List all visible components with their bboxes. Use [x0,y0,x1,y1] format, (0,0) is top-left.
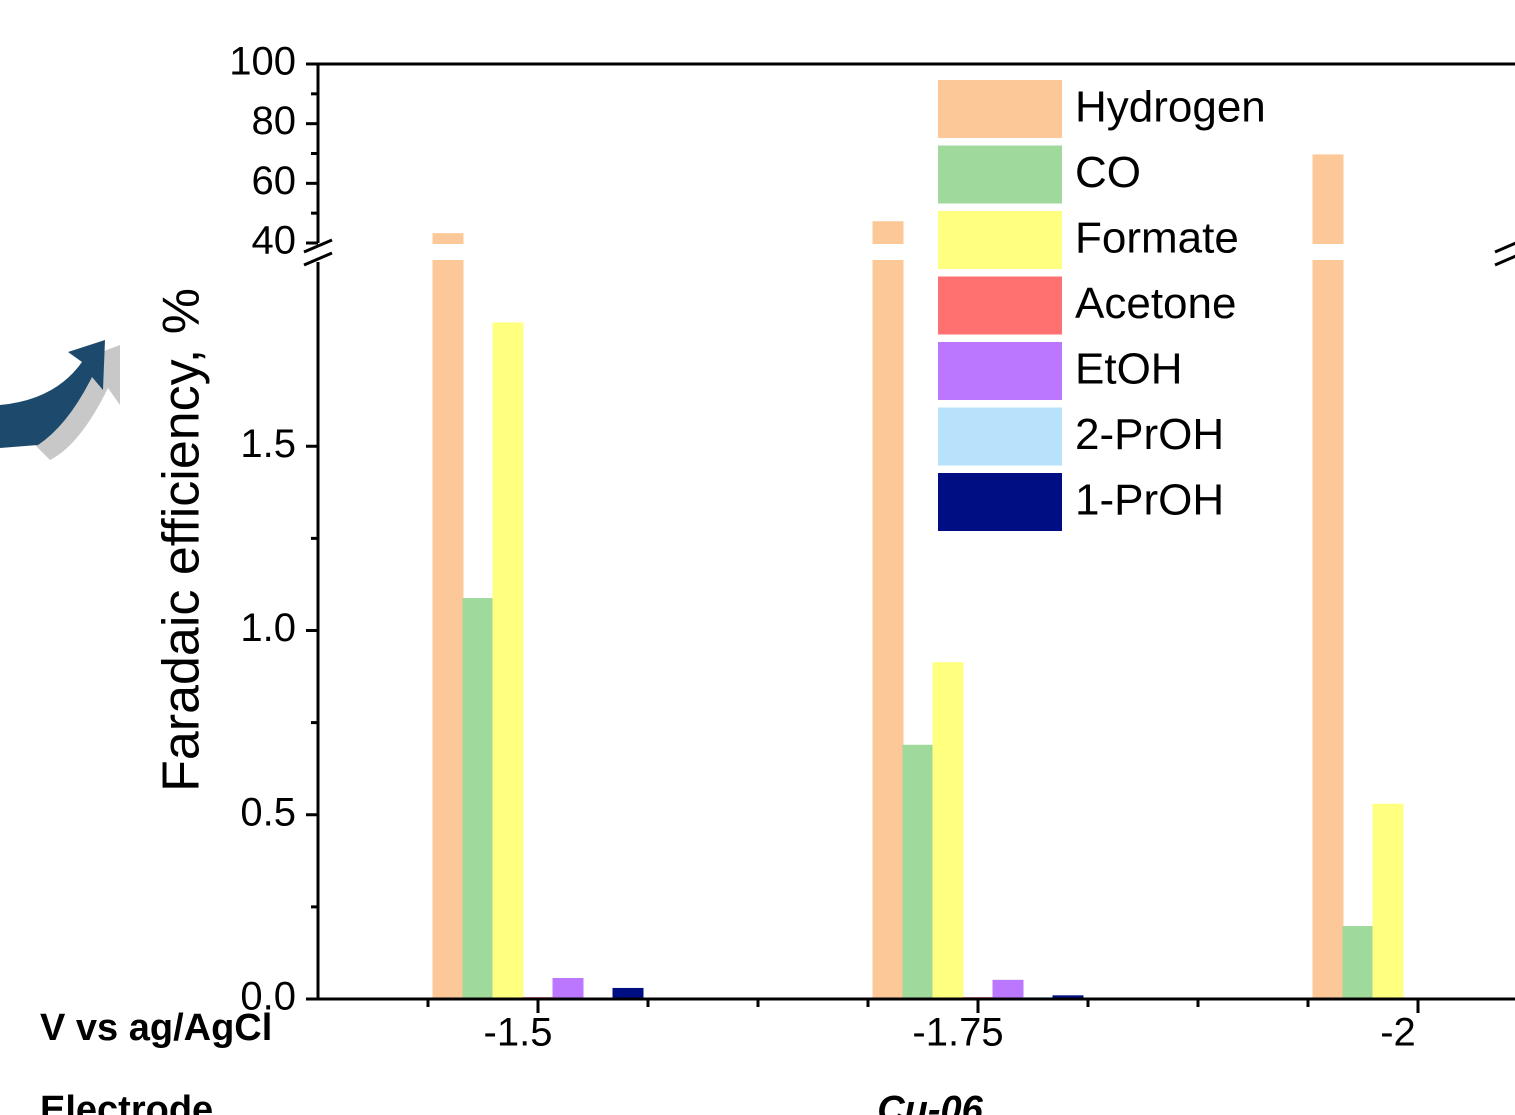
legend-label: 2-PrOH [1075,410,1224,459]
y-tick-label: 1.5 [240,422,296,466]
y-tick-label: 0.0 [240,975,296,1019]
legend-label: 1-PrOH [1075,476,1224,525]
legend-swatch [938,80,1062,138]
bar [872,221,904,999]
bar [1312,154,1344,999]
legend-swatch [938,473,1062,531]
bar [612,987,644,999]
bar [902,744,934,999]
legend-swatch [938,211,1062,269]
axis-break-gap [298,244,1515,260]
legend-swatch [938,276,1062,335]
y-axis-label: Faradaic efficiency, % [153,288,211,792]
x-tick-label: -2 [1380,1011,1416,1055]
bar [932,662,964,999]
bar [432,233,464,999]
y-tick-label: 40 [252,219,297,263]
y-tick-label: 80 [252,99,297,143]
row-label: Electrode [40,1089,213,1115]
y-tick-label: 100 [229,40,296,84]
electrode-label: Cu-06 [877,1089,983,1115]
x-axis-label: V vs ag/AgCl [40,1007,272,1049]
legend-label: EtOH [1075,345,1183,394]
legend-swatch [938,407,1062,466]
break-mark [303,238,333,254]
x-tick-label: -1.75 [912,1011,1003,1055]
legend-swatch [938,342,1062,400]
bar [1342,926,1374,999]
bar [462,598,494,999]
bar [492,322,524,1000]
y-tick-label: 1.0 [240,606,296,650]
arrow [0,340,105,448]
bar [552,977,584,999]
break-mark [1494,241,1515,254]
y-tick-label: 60 [252,159,297,203]
legend-label: CO [1075,148,1141,197]
legend-label: Acetone [1075,279,1236,328]
break-mark [303,251,333,267]
bar [1052,995,1084,999]
bar [1372,803,1404,999]
x-tick-label: -1.5 [484,1011,553,1055]
y-tick-label: 0.5 [240,790,296,834]
break-mark [1494,254,1515,267]
legend-label: Formate [1075,214,1239,263]
legend-label: Hydrogen [1075,83,1266,132]
bar [992,979,1024,999]
legend-swatch [938,145,1062,204]
